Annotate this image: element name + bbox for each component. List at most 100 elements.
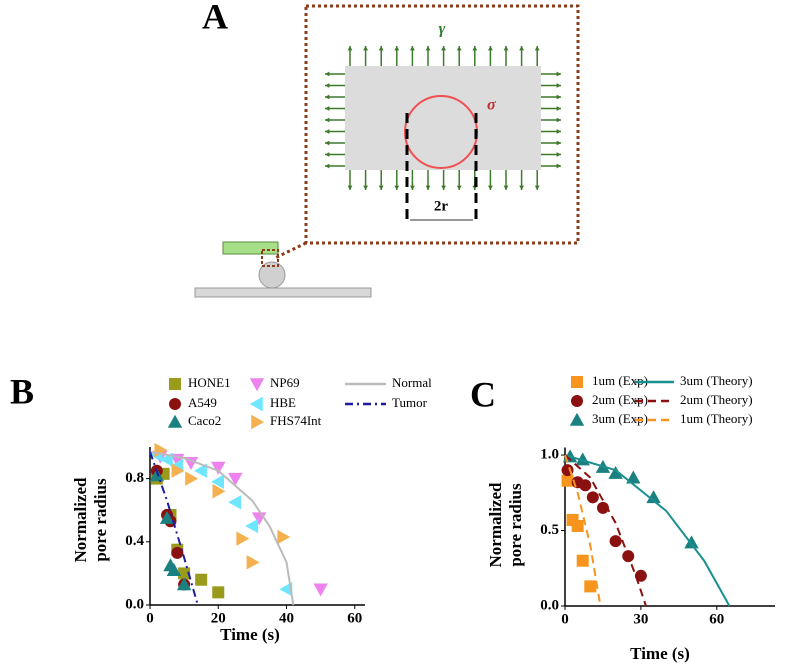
point <box>212 484 226 499</box>
arrow-head <box>556 140 561 146</box>
arrow-head <box>519 185 524 190</box>
arrow-head <box>456 185 462 190</box>
arrow-head <box>394 46 400 51</box>
line <box>149 450 295 606</box>
point <box>245 518 259 534</box>
y-axis-label: pore radius <box>506 483 525 567</box>
x-tick-label: 60 <box>709 611 724 627</box>
legend-label: 3um (Exp) <box>592 411 648 426</box>
point <box>159 510 175 524</box>
arrow-head <box>556 163 561 169</box>
x-tick-label: 30 <box>633 611 648 627</box>
legend-label: A549 <box>188 395 217 410</box>
x-tick-label: 60 <box>347 610 362 626</box>
panel-label: C <box>470 374 496 414</box>
arrow-head <box>456 46 462 51</box>
membrane <box>345 66 541 170</box>
point <box>279 582 293 597</box>
point <box>586 491 599 504</box>
point <box>211 461 226 475</box>
panel-label: B <box>10 371 34 411</box>
arrow-head <box>556 152 561 157</box>
arrow-head <box>441 185 446 190</box>
line <box>149 451 199 606</box>
legend-label: FHS74Int <box>270 413 322 428</box>
arrow-head <box>503 46 509 51</box>
point <box>277 529 291 545</box>
y-axis-label: Normalized <box>71 477 90 563</box>
arrow-head <box>325 129 330 134</box>
arrow-head <box>488 185 493 190</box>
arrow-head <box>534 46 540 51</box>
cantilever <box>222 241 279 255</box>
arrow-head <box>410 46 415 51</box>
arrow-head <box>347 185 353 190</box>
y-axis-label: pore radius <box>91 478 110 562</box>
point <box>228 495 242 510</box>
legend-label: HBE <box>270 395 296 410</box>
point <box>149 468 165 482</box>
arrow-head <box>556 106 561 111</box>
y-tick-label: 0.4 <box>125 533 144 549</box>
point <box>236 531 250 546</box>
legend-label: Caco2 <box>188 413 221 428</box>
point <box>211 474 225 489</box>
arrow-head <box>556 71 561 77</box>
legend-marker <box>571 395 583 407</box>
substrate <box>194 287 372 298</box>
arrow-head <box>363 46 368 51</box>
arrow-head <box>325 94 330 100</box>
legend-label: 2um (Theory) <box>680 392 753 407</box>
point <box>171 463 185 478</box>
legend-label: 1um (Theory) <box>680 411 753 426</box>
legend-label: NP69 <box>270 375 300 390</box>
point <box>228 472 243 486</box>
arrow-head <box>325 106 330 111</box>
x-tick-label: 0 <box>146 610 154 626</box>
panel-a: A 2r γ σ <box>194 0 580 298</box>
arrow-head <box>519 46 524 51</box>
legend-marker <box>169 398 181 410</box>
point <box>193 463 207 478</box>
point <box>579 479 592 492</box>
x-tick-label: 40 <box>279 610 294 626</box>
arrow-head <box>534 185 540 190</box>
line <box>564 454 647 607</box>
arrow-head <box>488 46 493 51</box>
legend-marker <box>251 414 265 430</box>
zoom-line <box>274 241 307 260</box>
point <box>646 490 661 504</box>
y-axis-label: Normalized <box>486 482 505 568</box>
arrow-head <box>394 185 400 190</box>
cell <box>258 261 286 289</box>
legend-marker <box>169 378 181 390</box>
zoom-box <box>304 4 580 245</box>
point <box>584 580 597 593</box>
arrow-head <box>441 46 446 51</box>
line <box>564 454 602 607</box>
x-axis-label: Time (s) <box>220 625 280 644</box>
point <box>166 563 182 576</box>
arrow-head <box>556 94 561 100</box>
point <box>246 555 260 570</box>
panel-label: A <box>202 0 228 36</box>
y-tick-label: 0.0 <box>125 596 144 612</box>
legend-label: 1um (Exp) <box>592 373 648 388</box>
sigma-label: σ <box>487 97 496 114</box>
point <box>185 471 199 486</box>
arrow-head <box>378 46 384 51</box>
legend-label: 3um (Theory) <box>680 373 753 388</box>
point <box>608 465 623 479</box>
line <box>564 454 731 607</box>
legend-label: 2um (Exp) <box>592 392 648 407</box>
arrow-head <box>425 185 431 190</box>
point <box>576 554 589 567</box>
arrow-head <box>325 163 330 169</box>
point <box>313 583 328 597</box>
pore-label: 2r <box>434 198 449 214</box>
zoom-spot <box>261 249 279 267</box>
point <box>571 519 584 532</box>
arrow-head <box>325 83 330 88</box>
x-tick-label: 20 <box>211 610 226 626</box>
arrow-head <box>556 83 561 88</box>
